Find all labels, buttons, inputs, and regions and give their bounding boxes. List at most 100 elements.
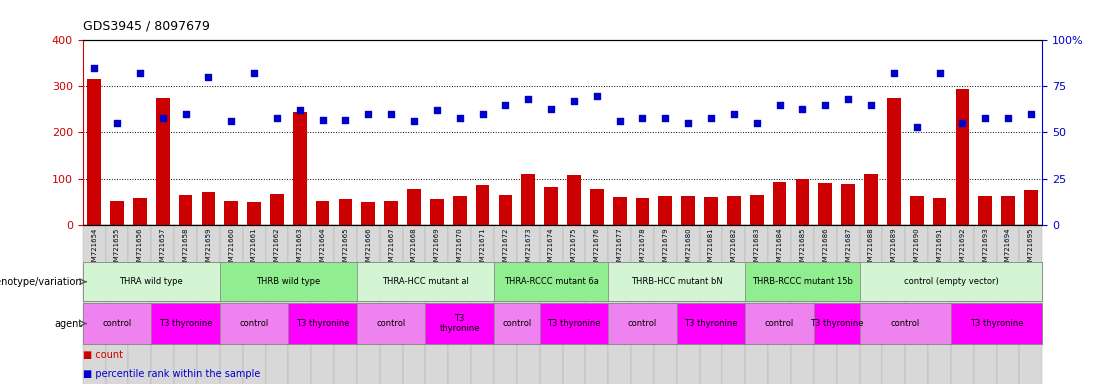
Text: ■ percentile rank within the sample: ■ percentile rank within the sample: [83, 369, 260, 379]
Bar: [658, 196, 672, 225]
Bar: [219, 262, 357, 301]
Bar: [197, 225, 219, 384]
Bar: [1024, 190, 1038, 225]
Bar: [563, 225, 586, 384]
Bar: [517, 225, 539, 384]
Point: [383, 111, 400, 117]
Bar: [928, 225, 951, 384]
Bar: [494, 262, 608, 301]
Bar: [677, 225, 699, 384]
Bar: [83, 225, 106, 384]
Bar: [631, 225, 654, 384]
Bar: [426, 303, 494, 344]
Bar: [384, 201, 398, 225]
Bar: [448, 225, 471, 384]
Bar: [315, 201, 330, 225]
Bar: [974, 225, 997, 384]
Text: THRA wild type: THRA wild type: [119, 277, 183, 286]
Bar: [1002, 196, 1015, 225]
Point: [976, 115, 994, 121]
Bar: [955, 89, 970, 225]
Point: [931, 70, 949, 76]
Bar: [654, 225, 677, 384]
Bar: [539, 303, 608, 344]
Bar: [403, 225, 426, 384]
Bar: [768, 225, 791, 384]
Bar: [951, 225, 974, 384]
Bar: [202, 192, 215, 225]
Bar: [362, 202, 375, 225]
Text: T3 thyronine: T3 thyronine: [159, 319, 212, 328]
Bar: [453, 196, 467, 225]
Bar: [750, 195, 763, 225]
Bar: [522, 174, 535, 225]
Bar: [590, 189, 603, 225]
Bar: [791, 225, 814, 384]
Bar: [539, 225, 563, 384]
Text: GDS3945 / 8097679: GDS3945 / 8097679: [83, 20, 210, 33]
Point: [679, 120, 697, 126]
Bar: [224, 201, 238, 225]
Point: [496, 102, 514, 108]
Bar: [951, 303, 1042, 344]
Bar: [997, 225, 1019, 384]
Bar: [586, 225, 608, 384]
Bar: [83, 262, 219, 301]
Text: T3 thyronine: T3 thyronine: [970, 319, 1024, 328]
Bar: [773, 182, 786, 225]
Point: [520, 96, 537, 103]
Bar: [288, 303, 357, 344]
Bar: [682, 196, 695, 225]
Point: [633, 115, 651, 121]
Text: control: control: [890, 319, 920, 328]
Point: [360, 111, 377, 117]
Bar: [407, 189, 421, 225]
Bar: [494, 303, 539, 344]
Point: [85, 65, 103, 71]
Bar: [471, 225, 494, 384]
Bar: [156, 98, 170, 225]
Text: THRB-RCCC mutant 15b: THRB-RCCC mutant 15b: [752, 277, 853, 286]
Bar: [544, 187, 558, 225]
Point: [200, 74, 217, 80]
Bar: [151, 225, 174, 384]
Bar: [334, 225, 357, 384]
Bar: [608, 262, 746, 301]
Text: genotype/variation: genotype/variation: [0, 276, 83, 287]
Bar: [379, 225, 403, 384]
Point: [405, 118, 422, 124]
Bar: [608, 225, 631, 384]
Bar: [814, 303, 859, 344]
Point: [703, 115, 720, 121]
Bar: [864, 174, 878, 225]
Point: [176, 111, 194, 117]
Bar: [887, 98, 901, 225]
Text: control: control: [103, 319, 131, 328]
Bar: [859, 225, 882, 384]
Bar: [219, 225, 243, 384]
Point: [268, 115, 286, 121]
Point: [451, 115, 469, 121]
Point: [953, 120, 971, 126]
Bar: [357, 225, 379, 384]
Bar: [727, 196, 741, 225]
Bar: [475, 185, 490, 225]
Point: [656, 115, 674, 121]
Point: [725, 111, 742, 117]
Bar: [859, 262, 1042, 301]
Text: control: control: [376, 319, 406, 328]
Bar: [699, 225, 722, 384]
Text: THRB wild type: THRB wild type: [256, 277, 321, 286]
Text: T3 thyronine: T3 thyronine: [547, 319, 601, 328]
Bar: [746, 262, 859, 301]
Text: T3 thyronine: T3 thyronine: [810, 319, 864, 328]
Point: [863, 102, 880, 108]
Point: [245, 70, 263, 76]
Bar: [746, 303, 814, 344]
Bar: [87, 79, 101, 225]
Bar: [499, 195, 512, 225]
Bar: [151, 303, 219, 344]
Point: [748, 120, 765, 126]
Point: [543, 106, 560, 112]
Bar: [357, 262, 494, 301]
